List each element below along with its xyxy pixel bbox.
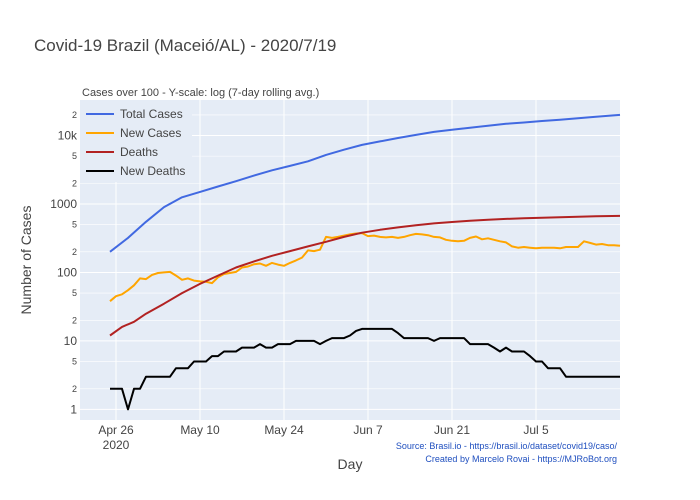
chart-subtitle: Cases over 100 - Y-scale: log (7-day rol… xyxy=(82,87,319,99)
y-minor-tick-label: 5 xyxy=(72,357,77,367)
y-tick-label: 10k xyxy=(58,129,78,143)
x-tick-sublabel: 2020 xyxy=(103,438,130,452)
legend-label-total-cases: Total Cases xyxy=(120,107,183,121)
y-tick-label: 10 xyxy=(64,334,78,348)
legend-label-new-cases: New Cases xyxy=(120,126,181,140)
series-lines xyxy=(109,113,621,411)
y-tick-label: 100 xyxy=(57,265,77,279)
y-axis-title: Number of Cases xyxy=(18,206,34,315)
legend: Total Cases New Cases Deaths New Deaths xyxy=(80,100,192,182)
source-note: Source: Brasil.io - https://brasil.io/da… xyxy=(396,441,618,451)
x-tick-label: Apr 26 xyxy=(98,423,134,437)
y-minor-tick-label: 2 xyxy=(72,247,77,257)
legend-label-deaths: Deaths xyxy=(120,145,158,159)
y-minor-tick-label: 2 xyxy=(72,315,77,325)
x-axis-title: Day xyxy=(338,456,363,472)
chart-title: Covid-19 Brazil (Maceió/AL) - 2020/7/19 xyxy=(34,36,336,55)
legend-label-new-deaths: New Deaths xyxy=(120,164,185,178)
series-line-new-cases xyxy=(109,232,621,302)
y-minor-tick-label: 5 xyxy=(72,220,77,230)
x-tick-label: Jun 7 xyxy=(353,423,383,437)
y-minor-tick-label: 2 xyxy=(72,178,77,188)
series-line-total-cases xyxy=(109,113,621,253)
credit-note: Created by Marcelo Rovai - https://MJRoB… xyxy=(425,454,617,464)
x-tick-label: May 10 xyxy=(180,423,220,437)
y-tick-label: 1 xyxy=(70,402,77,416)
x-tick-label: Jul 5 xyxy=(523,423,549,437)
y-minor-tick-label: 2 xyxy=(72,384,77,394)
y-minor-tick-label: 5 xyxy=(72,151,77,161)
series-line-new-deaths xyxy=(110,327,620,411)
x-tick-label: May 24 xyxy=(264,423,304,437)
x-tick-label: Jun 21 xyxy=(434,423,470,437)
y-minor-tick-label: 2 xyxy=(72,110,77,120)
y-tick-label: 1000 xyxy=(50,197,77,211)
y-axis: 1 10 100 1000 10k 2 5 2 5 2 5 2 5 2 xyxy=(50,110,78,417)
y-minor-tick-label: 5 xyxy=(72,288,77,298)
series-line-deaths xyxy=(109,214,621,337)
